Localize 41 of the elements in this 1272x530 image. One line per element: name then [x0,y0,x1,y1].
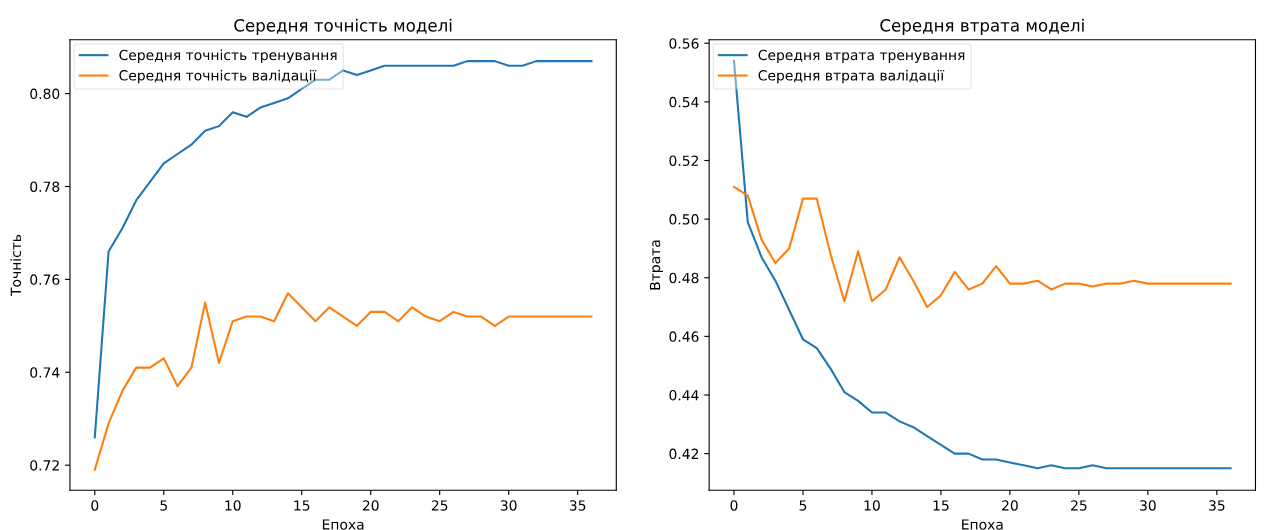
y-tick-label: 0.48 [669,272,699,284]
x-tick-label: 20 [362,500,379,511]
legend-label: Середня втрата валідації [758,69,945,84]
x-tick-label: 15 [933,500,949,511]
x-tick-label: 35 [569,500,586,511]
x-tick-label: 25 [431,500,448,511]
legend-label: Середня точність валідації [119,69,317,84]
y-tick-label: 0.74 [30,367,60,378]
y-tick-label: 0.78 [30,181,60,192]
y-tick-label: 0.52 [669,155,699,166]
y-tick-label: 0.56 [669,38,699,49]
line-series [732,185,1232,309]
y-axis-title: Втрата [649,240,663,290]
x-tick-label: 20 [1002,500,1018,511]
y-tick-label: 0.46 [669,331,699,342]
y-tick-label: 0.72 [30,460,59,471]
x-tick-label: 25 [1071,500,1087,511]
x-tick-label: 5 [799,500,807,511]
y-tick-label: 0.54 [669,96,699,108]
chart-title: Середня точність моделі [234,18,452,35]
chart-title: Середня втрата моделі [880,18,1084,35]
x-tick-label: 0 [91,500,99,511]
y-tick-label: 0.42 [669,448,699,460]
x-tick-label: 10 [864,500,880,511]
legend-label: Середня точність тренування [119,49,337,63]
x-tick-label: 0 [730,500,738,511]
x-tick-label: 35 [1209,500,1225,511]
y-tick-label: 0.50 [669,214,699,225]
y-tick-label: 0.80 [30,88,60,100]
line-series [93,292,593,471]
legend-label: Середня втрата тренування [758,49,965,63]
x-axis-title: Епоха [962,519,1003,530]
x-tick-label: 15 [294,500,310,511]
x-tick-label: 10 [225,500,241,511]
y-tick-label: 0.76 [30,274,60,285]
x-axis-title: Епоха [322,519,364,530]
x-tick-label: 30 [1140,500,1156,511]
x-tick-label: 30 [500,500,517,511]
y-axis-title: Точність [10,234,22,297]
x-tick-label: 5 [160,500,167,511]
y-tick-label: 0.44 [669,389,699,401]
